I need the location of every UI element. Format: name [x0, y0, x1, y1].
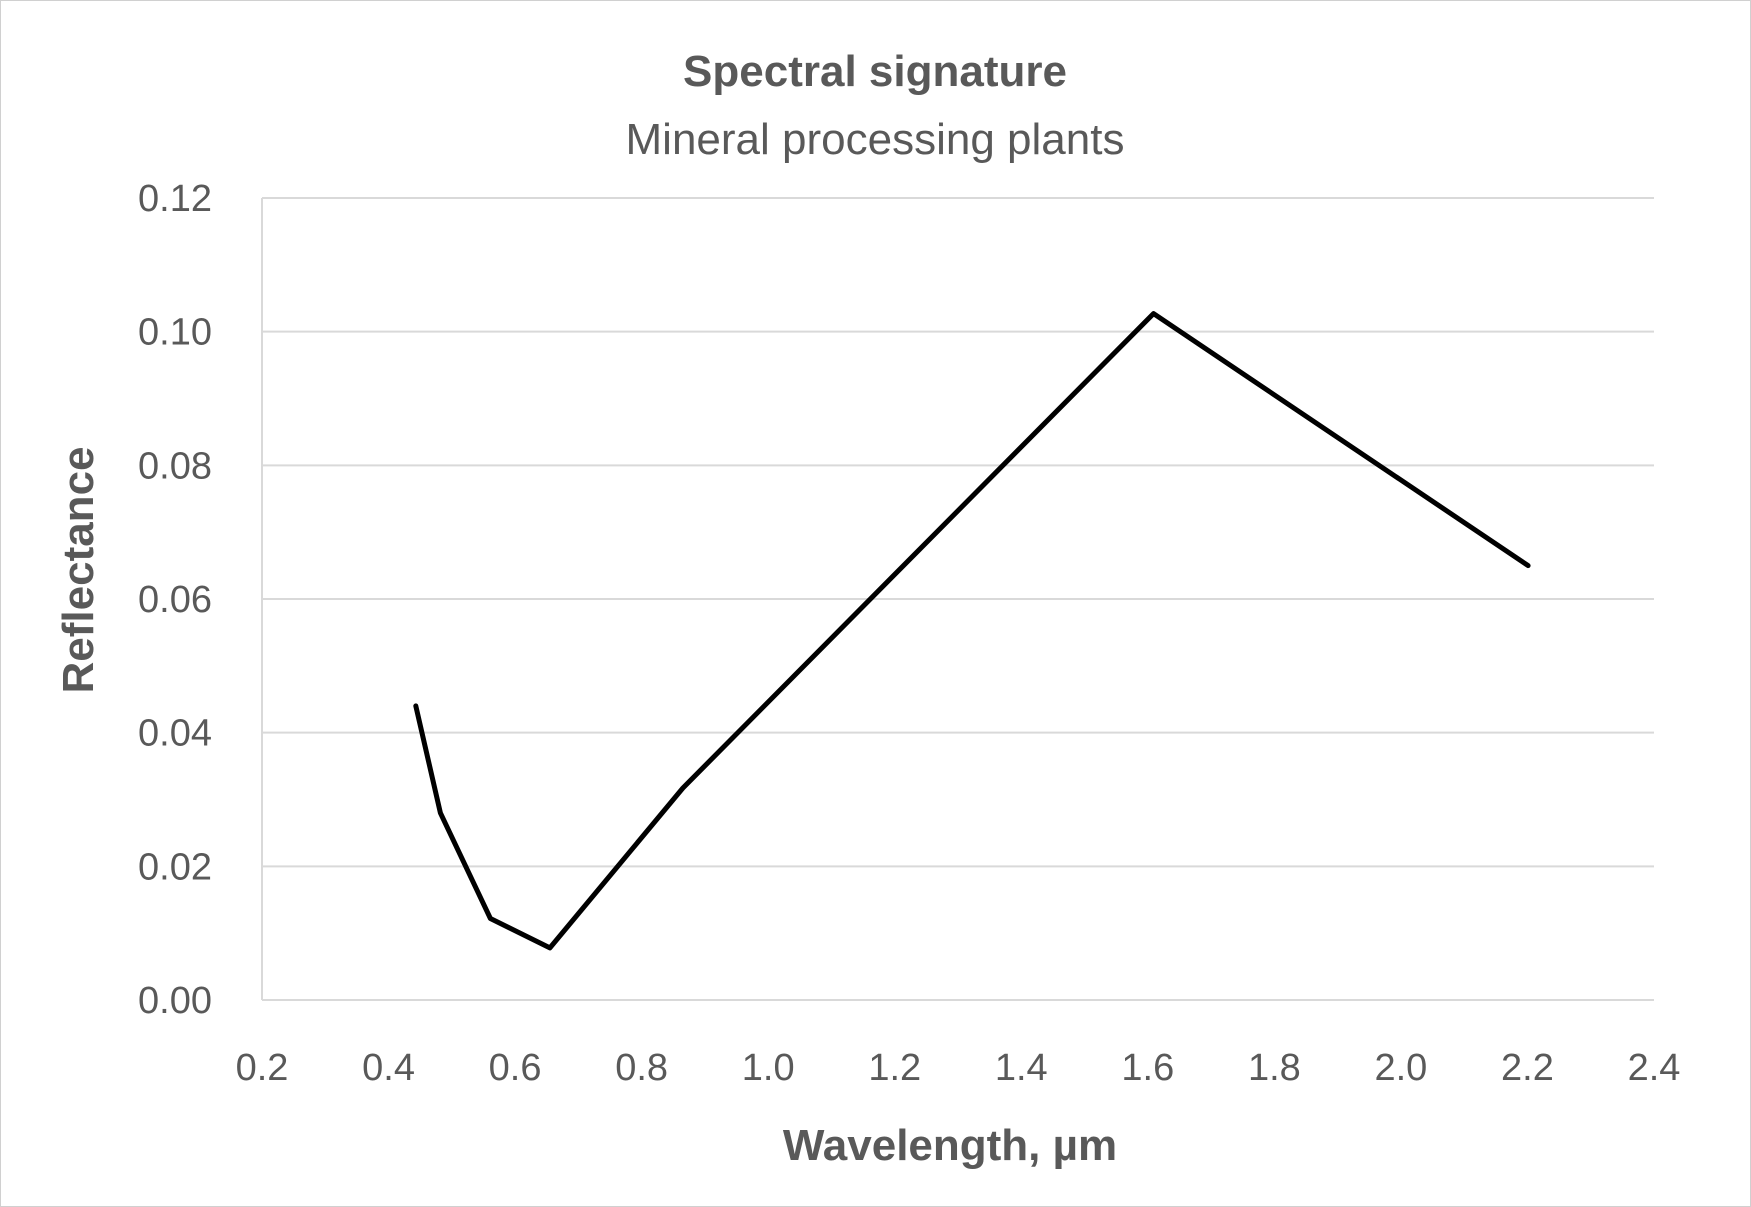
y-tick-label: 0.12	[138, 178, 212, 220]
x-tick-label: 1.4	[995, 1047, 1048, 1089]
x-tick-label: 2.0	[1374, 1047, 1427, 1089]
chart-subtitle: Mineral processing plants	[626, 115, 1125, 164]
x-axis-title: Wavelength, µm	[783, 1121, 1117, 1170]
x-tick-label: 1.6	[1121, 1047, 1174, 1089]
y-tick-label: 0.04	[138, 713, 212, 755]
x-tick-label: 2.4	[1628, 1047, 1681, 1089]
y-tick-label: 0.00	[138, 980, 212, 1022]
chart-title: Spectral signature	[683, 47, 1067, 96]
x-tick-label: 0.2	[236, 1047, 289, 1089]
tick-labels: 0.00 0.02 0.04 0.06 0.08 0.10 0.12 0.2 0.4 0.6 0.8…	[138, 178, 1680, 1089]
x-tick-label: 0.6	[489, 1047, 542, 1089]
x-tick-label: 1.0	[742, 1047, 795, 1089]
series-layer	[413, 311, 1531, 951]
x-tick-label: 0.8	[615, 1047, 668, 1089]
y-tick-label: 0.10	[138, 312, 212, 354]
series-line	[413, 311, 1531, 951]
y-axis-title: Reflectance	[54, 446, 103, 693]
y-tick-label: 0.08	[138, 445, 212, 487]
x-tick-label: 1.2	[868, 1047, 921, 1089]
gridlines	[261, 197, 1654, 1001]
y-tick-label: 0.02	[138, 846, 212, 888]
x-tick-label: 1.8	[1248, 1047, 1301, 1089]
x-tick-label: 2.2	[1501, 1047, 1554, 1089]
y-tick-label: 0.06	[138, 579, 212, 621]
x-tick-label: 0.4	[362, 1047, 415, 1089]
